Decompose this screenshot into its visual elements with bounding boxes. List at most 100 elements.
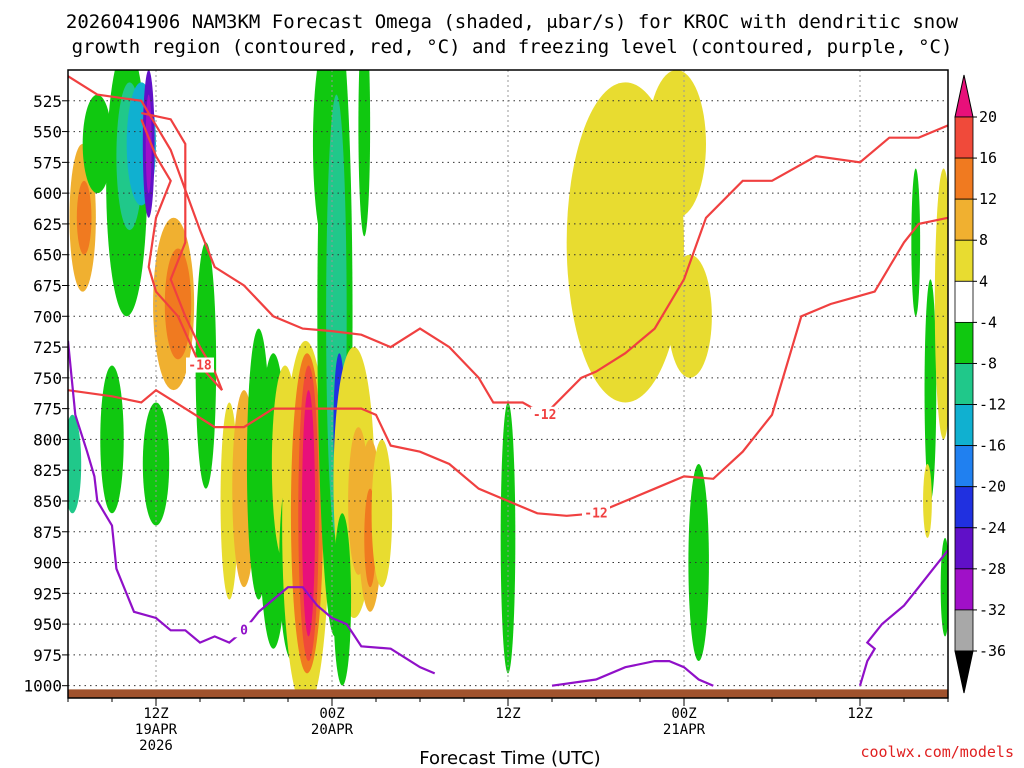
- x-tick-label: 12Z: [143, 706, 168, 722]
- omega-region-41: [688, 464, 709, 662]
- chart-title-line-2: growth region (contoured, red, °C) and f…: [72, 36, 953, 58]
- omega-region-42: [911, 168, 921, 317]
- x-tick-label: 12Z: [495, 706, 520, 722]
- colorbar-tick-label: -24: [979, 519, 1006, 537]
- y-tick-label: 575: [33, 153, 62, 172]
- omega-region-45: [934, 168, 948, 440]
- x-tick-label: 20APR: [311, 722, 354, 738]
- y-tick-label: 850: [33, 492, 62, 511]
- colorbar-tick-label: 4: [979, 272, 988, 290]
- y-tick-label: 1000: [23, 677, 62, 696]
- x-tick-label: 2026: [139, 738, 173, 754]
- y-tick-label: 550: [33, 123, 62, 142]
- omega-region-3: [82, 94, 113, 194]
- dgz-contour-0: [68, 75, 948, 417]
- omega-region-37: [500, 402, 516, 674]
- omega-region-35: [358, 70, 371, 237]
- dgz-contour-label: -12: [533, 408, 556, 423]
- dgz-contour-2: [140, 112, 224, 391]
- grid: [68, 70, 948, 698]
- dgz-contour-label: -12: [584, 506, 607, 521]
- freezing-level-contour-1: [551, 660, 714, 687]
- dgz-contour-label-bg: [186, 357, 214, 373]
- colorbar-tick-label: -16: [979, 437, 1006, 455]
- freezing-level-contour-2: [858, 549, 948, 687]
- colorbar: 20 16 12 8 4 -4 -8 -12 -16 -20 -24 -28 -32 -36: [954, 74, 1006, 694]
- colorbar-bin: [954, 486, 974, 529]
- y-tick-label: 625: [33, 215, 62, 234]
- x-tick-label: 19APR: [135, 722, 178, 738]
- y-tick-label: 700: [33, 307, 62, 326]
- y-tick-label: 950: [33, 615, 62, 634]
- colorbar-bin: [954, 404, 974, 447]
- y-axis-ticks: 525 550 575 600 625 650 675 700 725 750 775 800 825 8…: [23, 92, 68, 696]
- omega-region-2: [76, 180, 92, 255]
- freezing-level-contour-0: [68, 340, 436, 675]
- dgz-contour-1: [68, 216, 948, 517]
- y-tick-label: 725: [33, 338, 62, 357]
- omega-region-10: [142, 402, 170, 526]
- x-tick-label: 21APR: [663, 722, 706, 738]
- y-tick-label: 900: [33, 554, 62, 573]
- y-tick-label: 750: [33, 369, 62, 388]
- colorbar-tick-label: -12: [979, 396, 1006, 414]
- colorbar-bin: [954, 568, 974, 611]
- dgz-contour-label-bg: [530, 406, 559, 422]
- y-tick-label: 975: [33, 646, 62, 665]
- colorbar-tick-label: -4: [979, 313, 997, 331]
- omega-region-43: [924, 279, 937, 501]
- omega-region-9: [145, 94, 152, 194]
- y-tick-label: 675: [33, 276, 62, 295]
- colorbar-top-arrow: [954, 74, 974, 118]
- colorbar-bin: [954, 363, 974, 405]
- omega-region-0: [68, 414, 82, 514]
- y-tick-label: 525: [33, 92, 62, 111]
- colorbar-tick-label: 12: [979, 190, 997, 208]
- colorbar-bin: [954, 239, 974, 282]
- y-tick-label: 825: [33, 461, 62, 480]
- colorbar-bin: [954, 157, 974, 200]
- x-tick-label: 12Z: [847, 706, 872, 722]
- y-tick-label: 800: [33, 430, 62, 449]
- colorbar-tick-label: -28: [979, 560, 1006, 578]
- colorbar-tick-label: -32: [979, 601, 1006, 619]
- y-tick-label: 875: [33, 523, 62, 542]
- x-tick-label: 00Z: [671, 706, 696, 722]
- colorbar-tick-label: -8: [979, 354, 997, 372]
- ground-layer: [68, 689, 948, 698]
- colorbar-bin: [954, 527, 974, 570]
- omega-region-12: [164, 248, 192, 360]
- y-tick-label: 600: [33, 184, 62, 203]
- colorbar-bin: [954, 609, 974, 652]
- y-tick-label: 775: [33, 400, 62, 419]
- omega-region-34: [371, 439, 393, 588]
- colorbar-bin: [954, 445, 974, 488]
- omega-region-25: [301, 390, 316, 637]
- colorbar-tick-label: 8: [979, 231, 988, 249]
- y-tick-label: 650: [33, 246, 62, 265]
- freezing-level-contour-label: 0: [240, 623, 248, 638]
- colorbar-bin: [954, 280, 974, 323]
- colorbar-bin: [954, 198, 974, 241]
- dgz-contour-label: -18: [188, 359, 212, 374]
- x-axis-label: Forecast Time (UTC): [419, 748, 600, 768]
- omega-region-39: [647, 70, 707, 218]
- y-tick-label: 925: [33, 584, 62, 603]
- colorbar-tick-label: -20: [979, 478, 1006, 496]
- x-tick-label: 00Z: [319, 706, 344, 722]
- colorbar-bin: [954, 116, 974, 159]
- ground-surface: [68, 689, 948, 698]
- omega-region-36: [333, 513, 352, 686]
- colorbar-tick-label: 16: [979, 149, 997, 167]
- freezing-level-contour-label-bg: [230, 622, 258, 638]
- colorbar-tick-label: 20: [979, 108, 997, 126]
- dgz-contour-label-bg: [582, 505, 610, 521]
- colorbar-tick-label: -36: [979, 642, 1006, 660]
- chart-title-line-1: 2026041906 NAM3KM Forecast Omega (shaded…: [66, 11, 959, 33]
- contour-lines: -12 -12 -18 0: [68, 75, 948, 687]
- credit-text: coolwx.com/models: [860, 743, 1014, 761]
- colorbar-bin: [954, 321, 974, 364]
- colorbar-bottom-arrow: [954, 650, 974, 694]
